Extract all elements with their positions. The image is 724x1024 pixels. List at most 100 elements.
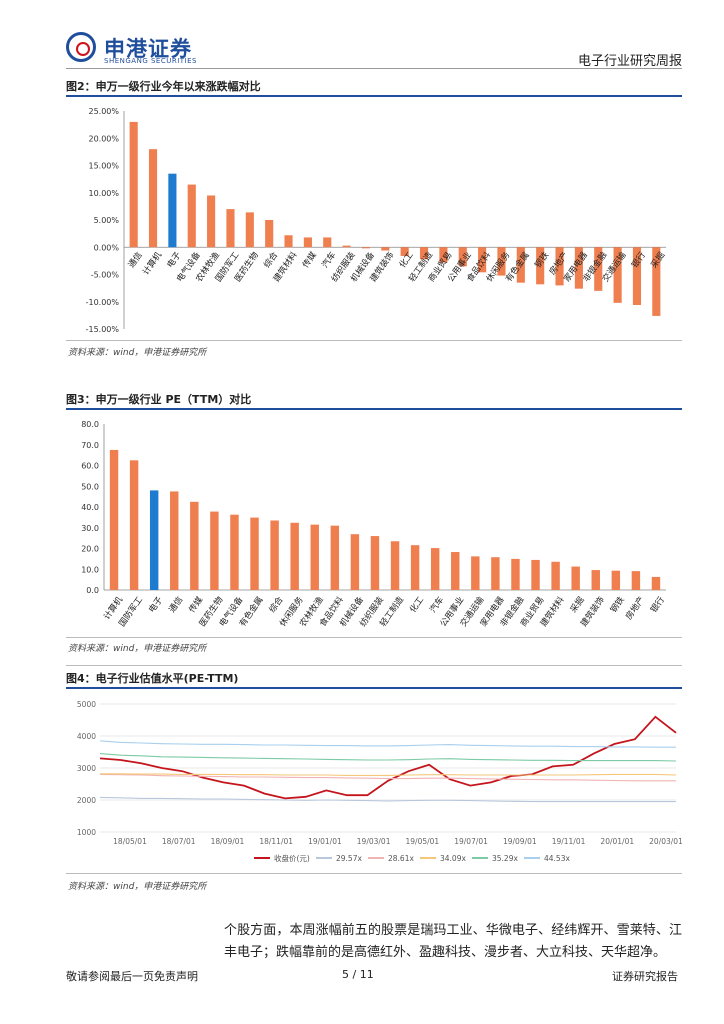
chart-3-lines: [99, 715, 677, 803]
figure-2-source: 资料来源：wind，申港证券研究所: [68, 348, 207, 358]
document-title: 电子行业研究周报: [577, 54, 682, 69]
legend-label: 28.61x: [388, 854, 414, 863]
y-tick-label: 25.00%: [88, 107, 119, 116]
chart-3: 5000 4000 3000 2000 1000 18/05/01 18/07/01 18/0…: [77, 700, 682, 863]
x-tick-label: 18/07/01: [162, 837, 196, 846]
figure-2-bottom-rule: [66, 340, 682, 341]
bar-1: [129, 460, 139, 590]
bar-18: [471, 556, 480, 590]
category-label: 传媒: [187, 594, 206, 615]
bar-15: [410, 545, 420, 590]
chart-2: 80.0 70.0 60.0 50.0 40.0 30.0 20.0 10.0 0.0 计算机国…: [81, 420, 667, 629]
bar-17: [451, 552, 460, 590]
category-label: 钢铁: [532, 249, 551, 270]
y-tick-label: 70.0: [81, 441, 99, 450]
y-tick-label: -5.00%: [91, 271, 120, 280]
y-tick-label: 60.0: [81, 462, 99, 471]
bar-16: [430, 548, 440, 590]
y-tick-label: 15.00%: [88, 162, 119, 171]
legend-label: 收盘价(元): [274, 853, 310, 863]
y-tick-label: 10.00%: [88, 189, 119, 198]
footer-disclaimer: 敬请参阅最后一页免责声明: [66, 970, 198, 983]
bar-6: [230, 514, 239, 590]
category-label: 化工: [397, 249, 416, 270]
x-tick-label: 19/11/01: [552, 837, 586, 846]
figure-3-rule: [66, 408, 682, 410]
bar-15: [419, 247, 429, 260]
bar-7: [250, 517, 259, 590]
y-tick-label: 50.0: [81, 482, 99, 491]
category-label: 综合: [261, 249, 280, 270]
y-tick-label: 1000: [77, 828, 96, 837]
y-tick-label: 80.0: [81, 420, 99, 429]
bar-13: [370, 536, 380, 590]
bar-16: [439, 247, 448, 263]
x-tick-label: 19/09/01: [503, 837, 537, 846]
y-tick-label: 40.0: [81, 503, 99, 512]
figure-4-source: 资料来源：wind，申港证券研究所: [68, 882, 207, 892]
bar-22: [551, 561, 560, 590]
series-line-1: [99, 796, 676, 803]
legend-label: 34.09x: [440, 854, 466, 863]
bar-17: [458, 247, 467, 267]
bar-21: [536, 247, 545, 285]
bar-13: [381, 247, 390, 251]
category-label: 银行: [648, 594, 667, 615]
company-name-en: SHENGANG SECURITIES: [104, 57, 197, 65]
bar-23: [574, 247, 583, 289]
series-line-4: [99, 753, 677, 762]
bar-24: [591, 570, 600, 590]
y-tick-label: 30.0: [81, 524, 99, 533]
x-tick-label: 18/09/01: [211, 837, 245, 846]
series-line-3: [100, 773, 677, 776]
bar-25: [611, 570, 621, 590]
y-tick-label: 20.0: [81, 545, 99, 554]
y-tick-label: 20.00%: [88, 134, 119, 143]
category-label: 通信: [167, 594, 186, 615]
bar-26: [632, 247, 642, 306]
category-label: 汽车: [320, 250, 339, 270]
category-label: 通信: [126, 249, 145, 270]
category-label: 采掘: [649, 250, 668, 270]
y-tick-label: 0.00%: [94, 243, 120, 252]
bar-11: [342, 245, 351, 248]
category-label: 汽车: [427, 595, 446, 615]
chart-3-legend: 收盘价(元) 29.57x 28.61x 34.09x 35.29x 44.53x: [254, 853, 570, 863]
bar-0: [129, 121, 138, 248]
bar-11: [330, 525, 340, 590]
company-logo-icon: [66, 32, 96, 62]
bar-7: [265, 220, 274, 248]
category-label: 房地产: [623, 595, 647, 622]
bar-6: [245, 212, 254, 248]
bar-27: [651, 576, 661, 590]
bar-12: [361, 247, 371, 249]
figure-4-top-rule: [66, 665, 682, 666]
legend-label: 35.29x: [492, 854, 518, 863]
bar-14: [390, 541, 400, 590]
chart-1-axes: 25.00% 20.00% 15.00% 10.00% 5.00% 0.00% -5.00%…: [86, 107, 666, 334]
figure-4-bottom-rule: [66, 873, 682, 874]
chart-1-bars: [129, 121, 661, 316]
bar-21: [531, 559, 540, 590]
bar-9: [303, 237, 312, 248]
header-divider: [66, 68, 682, 69]
y-tick-label: 3000: [77, 764, 96, 773]
series-line-2: [99, 773, 676, 782]
y-tick-label: 2000: [77, 796, 96, 805]
figure-3-title: 图3：申万一级行业 PE（TTM）对比: [66, 393, 252, 406]
x-tick-label: 19/05/01: [406, 837, 440, 846]
figure-4-title: 图4：电子行业估值水平(PE-TTM): [66, 672, 239, 685]
bar-5: [226, 209, 235, 248]
category-label: 计算机: [140, 249, 164, 277]
category-label: 综合: [267, 594, 286, 615]
category-label: 采掘: [568, 595, 587, 615]
bar-19: [491, 557, 500, 590]
bar-8: [284, 235, 293, 248]
category-label: 化工: [407, 594, 426, 615]
bar-19: [497, 247, 506, 276]
bar-27: [652, 247, 661, 316]
bar-3: [187, 184, 196, 248]
x-tick-label: 19/07/01: [454, 837, 488, 846]
y-tick-label: 5000: [77, 700, 96, 709]
chart-2-bars: [109, 449, 661, 590]
